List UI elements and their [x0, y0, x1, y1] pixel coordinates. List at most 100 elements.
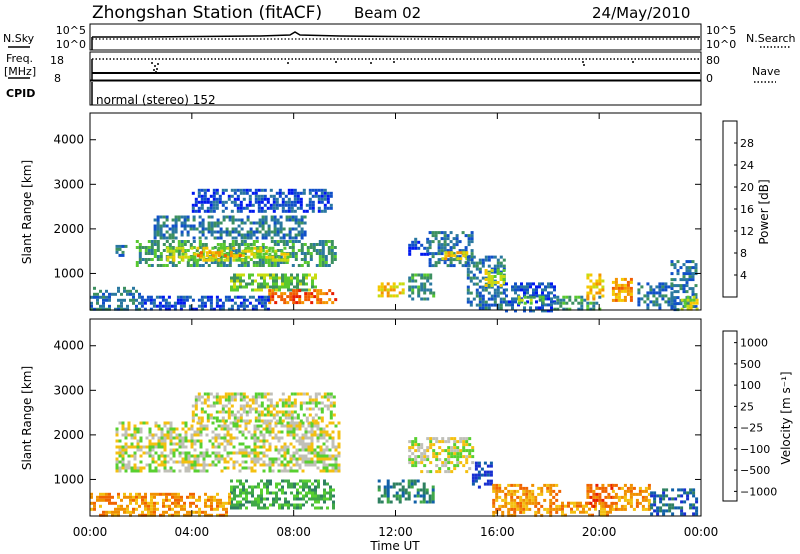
data-cell — [261, 264, 265, 267]
data-cell — [281, 206, 285, 210]
data-cell — [325, 457, 329, 461]
data-cell — [219, 243, 223, 246]
data-cell — [256, 249, 260, 253]
data-cell — [286, 301, 290, 305]
data-cell — [197, 419, 201, 423]
data-cell — [586, 301, 590, 305]
nave-tick-0: 0 — [706, 72, 713, 85]
data-cell — [240, 227, 244, 231]
data-cell — [377, 479, 381, 483]
data-cell — [260, 497, 263, 501]
data-cell — [329, 488, 332, 492]
data-cell — [437, 261, 441, 265]
data-cell — [184, 433, 188, 437]
data-cell — [232, 246, 236, 250]
data-cell — [111, 510, 114, 514]
data-cell — [284, 416, 288, 420]
data-cell — [423, 282, 427, 286]
data-cell — [196, 454, 200, 458]
data-cell — [297, 249, 301, 252]
data-cell — [212, 307, 216, 311]
data-cell — [127, 463, 131, 467]
data-cell — [511, 285, 514, 289]
data-cell — [180, 230, 184, 234]
data-cell — [408, 461, 412, 465]
data-cell — [215, 416, 219, 420]
data-cell — [247, 454, 251, 458]
data-cell — [296, 285, 299, 289]
data-cell — [317, 401, 321, 405]
data-cell — [446, 234, 450, 238]
data-cell — [251, 273, 254, 277]
data-cell — [234, 252, 238, 255]
data-cell — [392, 485, 396, 489]
data-cell — [241, 466, 245, 470]
data-cell — [244, 451, 248, 455]
data-cell — [326, 407, 330, 411]
data-cell — [150, 510, 153, 514]
data-cell — [108, 495, 111, 499]
data-cell — [239, 279, 242, 283]
data-cell — [420, 276, 424, 280]
data-cell — [252, 240, 256, 243]
data-cell — [126, 304, 129, 308]
data-cell — [275, 419, 279, 423]
data-cell — [272, 197, 276, 201]
data-cell — [308, 188, 312, 192]
data-cell — [295, 433, 299, 437]
data-cell — [598, 282, 602, 286]
data-cell — [311, 203, 315, 207]
data-cell — [124, 244, 128, 248]
data-cell — [269, 401, 273, 405]
data-cell — [284, 503, 287, 507]
data-cell — [682, 263, 686, 267]
data-cell — [148, 442, 152, 446]
data-cell — [499, 300, 503, 304]
data-cell — [298, 448, 302, 452]
data-cell — [314, 506, 317, 510]
data-cell — [209, 298, 213, 302]
data-cell — [99, 295, 102, 299]
data-cell — [688, 296, 692, 300]
data-cell — [598, 501, 602, 505]
data-cell — [469, 270, 473, 274]
data-cell — [647, 492, 651, 496]
data-cell — [435, 458, 439, 462]
data-cell — [258, 252, 262, 255]
data-cell — [656, 494, 660, 498]
data-cell — [206, 295, 210, 299]
data-cell — [686, 494, 690, 498]
data-cell — [323, 209, 327, 213]
data-cell — [670, 272, 674, 276]
data-cell — [263, 285, 266, 289]
data-cell — [417, 246, 421, 250]
data-cell — [199, 427, 203, 431]
data-cell — [130, 466, 134, 470]
data-cell — [426, 437, 430, 441]
data-cell — [280, 258, 284, 262]
data-cell — [583, 298, 587, 302]
data-cell — [278, 497, 281, 501]
data-cell — [239, 404, 243, 408]
data-cell — [290, 482, 293, 486]
data-cell — [190, 445, 194, 449]
data-cell — [595, 285, 599, 289]
data-cell — [676, 260, 680, 264]
data-cell — [544, 297, 547, 301]
data-cell — [471, 461, 475, 465]
data-cell — [222, 501, 225, 505]
data-cell — [326, 398, 330, 402]
data-cell — [328, 457, 332, 461]
data-cell — [658, 306, 662, 310]
data-cell — [105, 510, 108, 514]
data-cell — [294, 255, 298, 258]
data-cell — [211, 421, 215, 425]
data-cell — [450, 446, 454, 450]
data-cell — [130, 433, 134, 437]
data-cell — [239, 398, 243, 402]
data-cell — [486, 473, 490, 477]
data-cell — [239, 416, 243, 420]
data-cell — [475, 282, 479, 286]
data-cell — [466, 297, 470, 301]
data-cell — [332, 494, 335, 498]
